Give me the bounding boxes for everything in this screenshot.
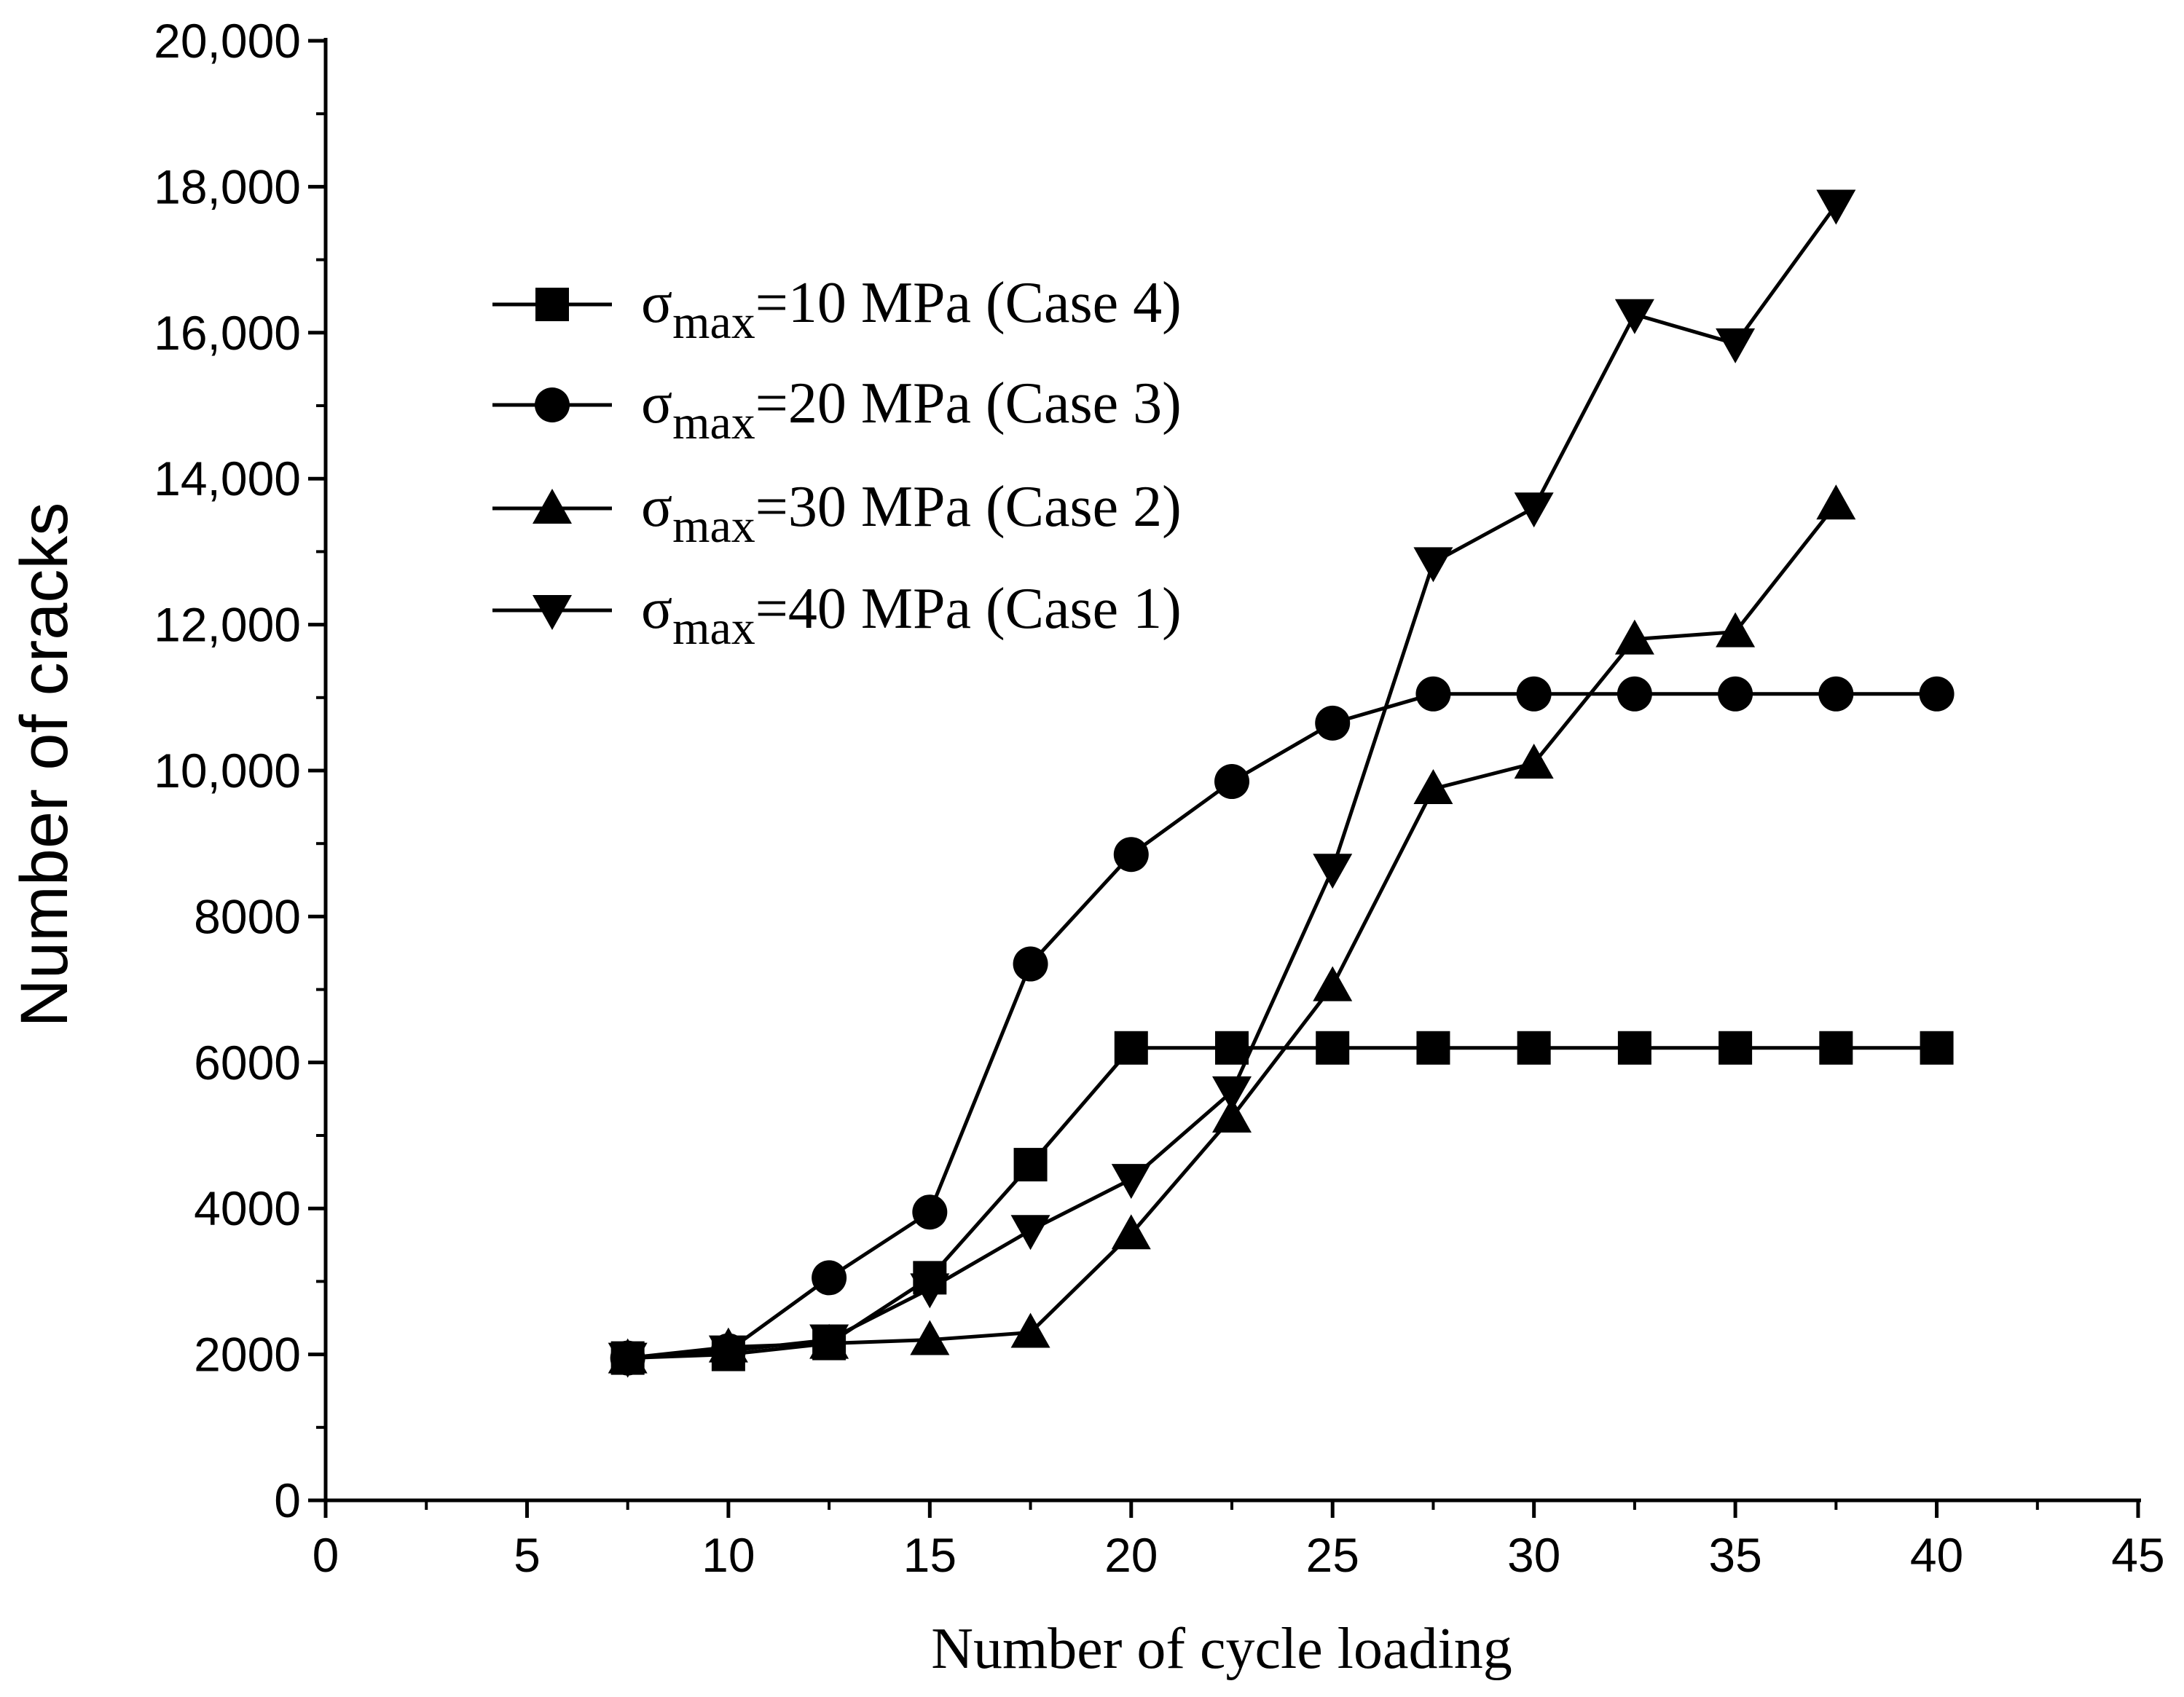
- legend-item: σmax=20 MPa (Case 3): [492, 371, 1182, 449]
- x-tick-label: 5: [514, 1528, 541, 1582]
- x-tick-label: 45: [2111, 1528, 2164, 1582]
- data-point: [1113, 837, 1149, 873]
- legend: σmax=10 MPa (Case 4) σmax=20 MPa (Case 3)…: [492, 271, 1182, 655]
- x-tick-label: 15: [903, 1528, 957, 1582]
- data-point: [1718, 676, 1753, 712]
- series-circle: [610, 676, 1955, 1376]
- y-tick-label: 16,000: [154, 306, 301, 360]
- legend-marker: [535, 288, 569, 321]
- data-point: [1212, 1097, 1252, 1133]
- data-point: [1114, 1031, 1148, 1065]
- x-tick-label: 0: [313, 1528, 339, 1582]
- data-point: [1718, 1031, 1753, 1065]
- x-axis-label: Number of cycle loading: [931, 1617, 1512, 1681]
- data-point: [1617, 676, 1652, 712]
- data-point: [1514, 492, 1554, 528]
- data-point: [1818, 676, 1854, 712]
- data-point: [1315, 705, 1351, 741]
- x-tick-label: 10: [702, 1528, 755, 1582]
- x-tick-label: 20: [1104, 1528, 1158, 1582]
- data-point: [1010, 1215, 1050, 1251]
- y-axis-label: Number of cracks: [7, 503, 82, 1028]
- data-point: [1516, 676, 1552, 712]
- data-point: [608, 1342, 648, 1378]
- y-tick-label: 4000: [194, 1181, 301, 1235]
- data-point: [1514, 743, 1554, 779]
- data-point: [1716, 328, 1756, 363]
- legend-marker: [533, 489, 572, 524]
- series-layer: [608, 189, 1955, 1378]
- y-tick-label: 2000: [194, 1328, 301, 1382]
- data-point: [1816, 189, 1856, 225]
- legend-item: σmax=30 MPa (Case 2): [492, 475, 1182, 553]
- x-tick-label: 35: [1708, 1528, 1761, 1582]
- y-tick-label: 14,000: [154, 452, 301, 505]
- x-tick-label: 30: [1507, 1528, 1560, 1582]
- data-point: [1614, 299, 1654, 334]
- x-tick-label: 25: [1306, 1528, 1359, 1582]
- data-point: [1010, 1312, 1050, 1348]
- legend-item: σmax=10 MPa (Case 4): [492, 271, 1182, 349]
- data-point: [1212, 1076, 1252, 1111]
- y-tick-label: 6000: [194, 1036, 301, 1090]
- data-point: [910, 1273, 950, 1309]
- data-point: [1413, 547, 1453, 583]
- data-point: [1517, 1031, 1551, 1065]
- y-tick-label: 8000: [194, 889, 301, 943]
- legend-item: σmax=40 MPa (Case 1): [492, 577, 1182, 655]
- data-point: [1316, 1031, 1350, 1065]
- y-tick-label: 20,000: [154, 14, 301, 68]
- data-point: [1819, 1031, 1853, 1065]
- data-point: [1313, 966, 1353, 1001]
- axes: 0 2000 4000 6000 8000 10,000 12,000 14,000 16,00…: [154, 14, 2165, 1582]
- y-tick-label: 12,000: [154, 598, 301, 652]
- data-point: [1415, 676, 1451, 712]
- data-point: [1920, 1031, 1954, 1065]
- data-point: [1716, 612, 1756, 647]
- data-point: [1013, 1148, 1048, 1182]
- legend-label: σmax=40 MPa (Case 1): [641, 577, 1182, 655]
- data-point: [1313, 854, 1353, 889]
- y-tick-label: 0: [274, 1473, 301, 1527]
- data-point: [708, 1335, 748, 1371]
- data-point: [910, 1320, 950, 1355]
- data-point: [1919, 676, 1955, 712]
- data-point: [1413, 769, 1453, 805]
- series-line: [627, 692, 1937, 1361]
- y-tick-label: 18,000: [154, 160, 301, 213]
- data-point: [1614, 619, 1654, 655]
- series-triangle-down: [608, 189, 1856, 1378]
- data-point: [1617, 1031, 1651, 1065]
- data-point: [809, 1324, 849, 1360]
- data-point: [1214, 764, 1249, 800]
- data-point: [1215, 1031, 1249, 1065]
- legend-marker: [533, 595, 572, 630]
- legend-label: σmax=20 MPa (Case 3): [641, 371, 1182, 449]
- series-square: [610, 1031, 1954, 1375]
- data-point: [812, 1260, 847, 1296]
- legend-label: σmax=10 MPa (Case 4): [641, 271, 1182, 349]
- data-point: [1416, 1031, 1450, 1065]
- data-point: [1816, 484, 1856, 520]
- series-line: [627, 1046, 1937, 1361]
- legend-marker: [535, 387, 570, 422]
- data-point: [1111, 1164, 1151, 1200]
- data-point: [1111, 1214, 1151, 1250]
- y-tick-label: 10,000: [154, 744, 301, 798]
- x-tick-label: 40: [1910, 1528, 1963, 1582]
- legend-label: σmax=30 MPa (Case 2): [641, 475, 1182, 553]
- data-point: [912, 1194, 948, 1230]
- data-point: [1013, 946, 1048, 982]
